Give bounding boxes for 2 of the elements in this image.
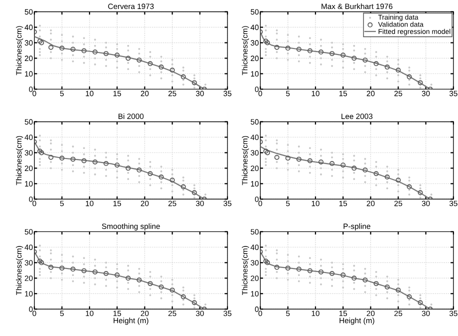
line-series (260, 146, 431, 200)
line-series (34, 36, 205, 90)
